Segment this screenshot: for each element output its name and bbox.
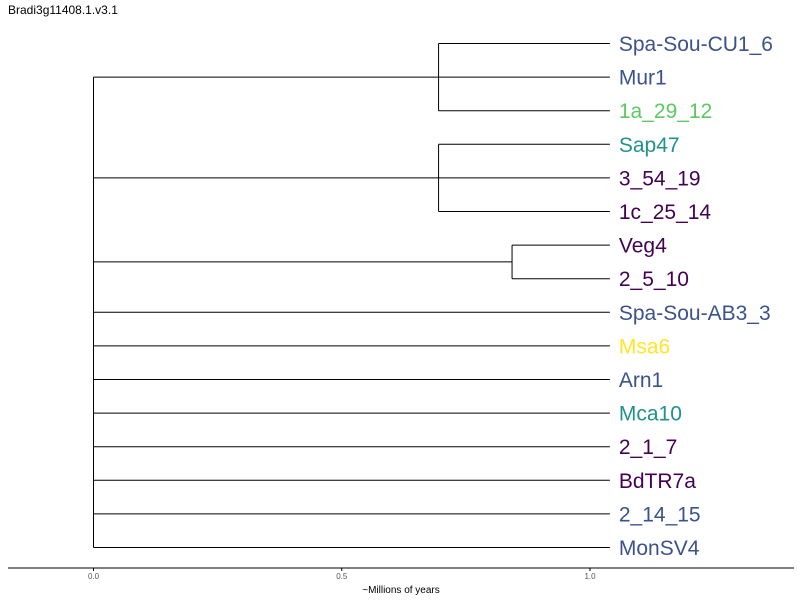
axis-tick-label: 1.0: [584, 572, 596, 581]
leaf-label: 1c_25_14: [619, 201, 712, 224]
leaf-label: Mur1: [619, 67, 667, 90]
leaf-labels: Spa-Sou-CU1_6 Mur1 1a_29_12 Sap47 3_54_19 1c_…: [619, 33, 773, 560]
leaf-label: MonSV4: [619, 537, 700, 560]
leaf-label: Spa-Sou-CU1_6: [619, 33, 773, 56]
axis-tick-label: 0.0: [88, 572, 100, 581]
page-title: Bradi3g11408.1.v3.1: [8, 3, 118, 17]
leaf-label: 2_5_10: [619, 268, 689, 291]
axis-title: ~Millions of years: [362, 585, 440, 596]
leaf-label: 1a_29_12: [619, 100, 712, 123]
axis-ticks: 0.0 0.5 1.0: [88, 568, 596, 581]
leaf-label: BdTR7a: [619, 470, 696, 493]
time-axis: 0.0 0.5 1.0 ~Millions of years: [8, 567, 794, 596]
leaf-label: Veg4: [619, 235, 667, 258]
leaf-label: Arn1: [619, 369, 663, 392]
leaf-label: Msa6: [619, 335, 670, 358]
tree-branches: [93, 43, 610, 548]
leaf-label: Mca10: [619, 403, 682, 426]
leaf-label: Spa-Sou-AB3_3: [619, 302, 771, 325]
leaf-label: 3_54_19: [619, 167, 701, 190]
leaf-label: 2_1_7: [619, 436, 677, 459]
leaf-label: Sap47: [619, 134, 680, 157]
leaf-label: 2_14_15: [619, 503, 701, 526]
axis-tick-label: 0.5: [336, 572, 348, 581]
